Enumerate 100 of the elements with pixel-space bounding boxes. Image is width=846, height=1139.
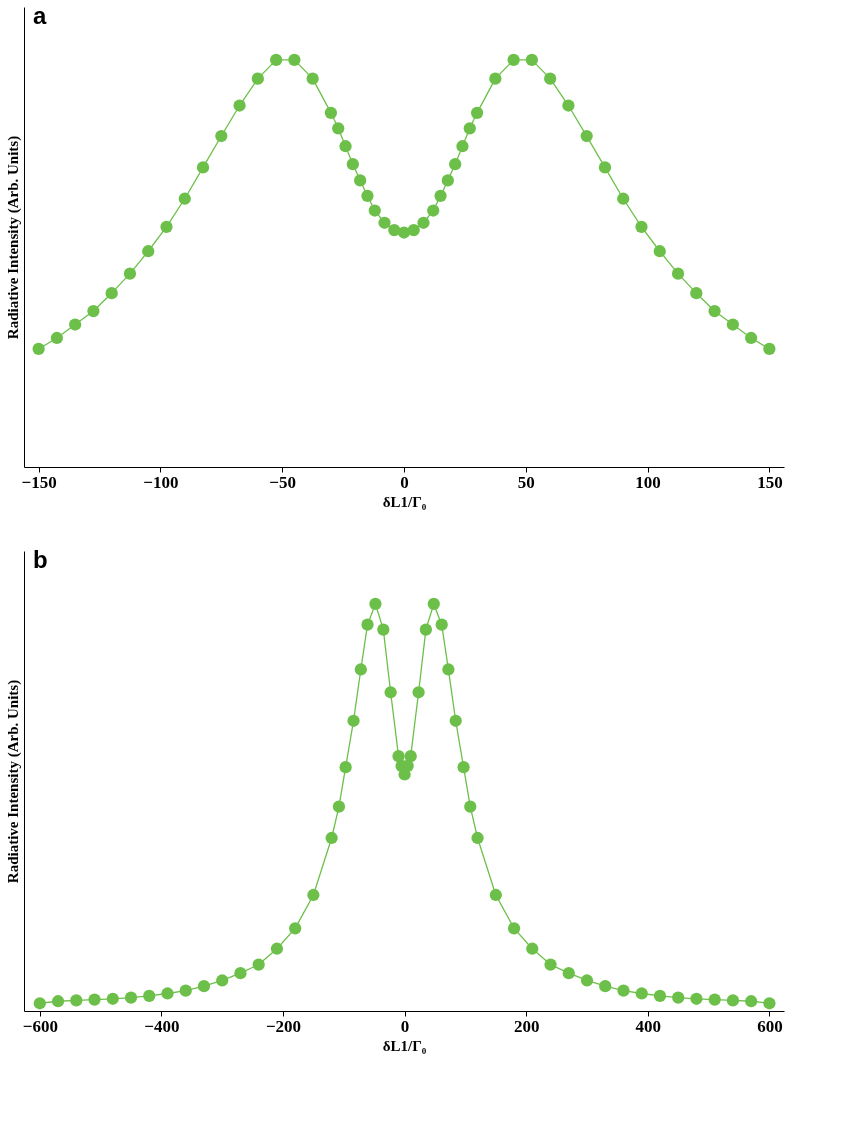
point [580,129,593,143]
point [289,922,302,935]
point [470,106,484,119]
point [404,750,417,763]
x-tick-label: −150 [21,472,57,492]
point [419,623,433,636]
point [464,800,477,813]
point [708,993,721,1006]
point [234,967,247,980]
x-tick-label: −50 [269,472,297,492]
point [580,974,594,987]
point [671,267,685,280]
x-tick-label: 0 [400,472,409,492]
point [562,99,575,112]
x-tick-label: −100 [143,472,179,492]
point [449,714,462,727]
point [598,161,612,174]
point [456,140,469,153]
point [269,53,283,67]
point [442,663,455,676]
x-tick-label: 150 [757,472,783,492]
point [744,331,758,345]
point [369,597,382,611]
point [88,993,101,1006]
point [51,995,65,1008]
point [544,958,557,971]
point [463,122,476,135]
point [690,992,703,1005]
point [160,220,173,233]
point [507,922,521,935]
point [489,888,502,902]
point [361,618,374,631]
point [50,331,64,345]
point [215,129,228,143]
point [763,342,776,356]
point [726,994,740,1007]
x-tick-label: −600 [22,1016,58,1036]
point [346,158,359,171]
point [197,980,211,993]
point [32,342,45,356]
point [653,989,667,1003]
point [354,174,367,187]
point [599,980,612,993]
point [179,984,192,997]
point [434,189,447,202]
point [489,72,502,85]
point [384,686,397,699]
point [653,245,666,258]
point [288,53,301,67]
point [457,761,470,774]
point [412,686,425,699]
point [339,140,352,153]
point [33,997,46,1010]
point [378,216,391,229]
x-tick-label: 50 [517,472,535,492]
point [526,942,539,955]
point [123,267,137,280]
x-axis-title: δL1/Γ₀ [382,1037,427,1054]
x-tick-label: 0 [400,1016,410,1036]
point [332,122,345,135]
point [544,72,557,85]
point [635,987,648,1000]
x-tick-label: 100 [635,472,661,492]
point [708,304,721,318]
point [745,995,758,1008]
point [252,958,265,971]
point [306,72,319,85]
point [196,161,210,174]
point [307,888,320,902]
x-tick-label: −200 [265,1016,302,1036]
point [635,220,648,233]
point [361,189,374,202]
x-tick-label: 200 [513,1016,540,1036]
chart-title: a [33,2,47,29]
point [407,223,420,237]
point [763,997,776,1010]
y-axis-title: Radiative Intensity (Arb. Units) [4,679,22,884]
point [216,974,229,987]
point [324,106,338,119]
point [142,245,155,258]
point [617,192,630,205]
point [377,623,390,636]
point [368,204,381,217]
point [562,967,575,980]
point [105,287,118,300]
point [617,984,630,997]
point [726,318,739,331]
point [87,304,100,318]
point [435,618,448,631]
point [397,226,411,239]
point [507,53,520,67]
x-tick-label: 600 [757,1016,783,1036]
point [233,99,246,112]
y-axis-title: Radiative Intensity (Arb. Units) [4,135,22,340]
point [143,989,156,1003]
point [427,204,440,217]
point [471,831,484,845]
point [124,991,138,1004]
point [525,53,539,67]
x-tick-label: 400 [635,1016,662,1036]
